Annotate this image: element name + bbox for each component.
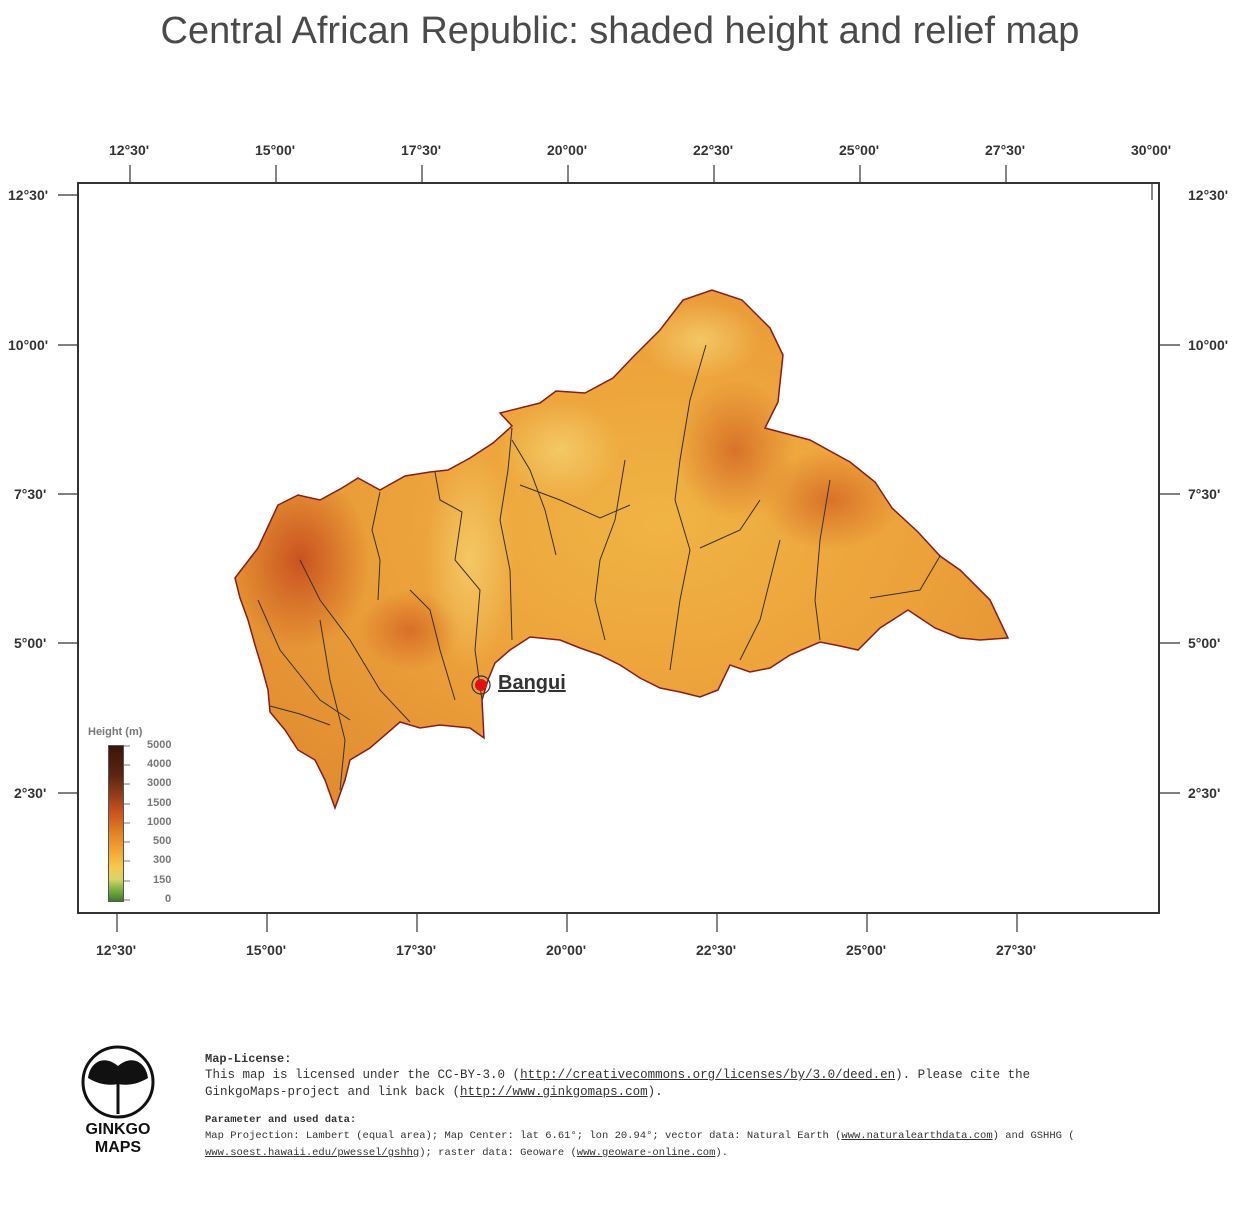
river xyxy=(699,499,761,549)
logo-text-line1: GINKGO xyxy=(85,1121,151,1138)
river xyxy=(409,589,456,701)
legend-label: 3000 xyxy=(147,777,172,789)
license-line-1: This map is licensed under the CC-BY-3.0… xyxy=(205,1068,1031,1082)
river xyxy=(299,559,411,723)
rivers xyxy=(257,344,941,791)
river xyxy=(511,439,557,556)
ginkgo-leaf-icon xyxy=(81,1045,155,1119)
country-border xyxy=(234,289,1010,811)
bottom-tick-label: 12°30' xyxy=(96,942,137,958)
axis-ticks xyxy=(58,165,1180,932)
top-tick-label: 30°00' xyxy=(1131,142,1172,158)
right-tick-label: 7°30' xyxy=(1188,486,1221,502)
legend-label: 5000 xyxy=(147,739,172,751)
river xyxy=(814,479,831,641)
top-tick-label: 12°30' xyxy=(109,142,150,158)
legend-title: Height (m) xyxy=(88,726,143,738)
top-tick-label: 25°00' xyxy=(839,142,880,158)
bottom-tick-label: 20°00' xyxy=(546,942,587,958)
top-tick-label: 15°00' xyxy=(255,142,296,158)
river xyxy=(869,555,941,599)
params-line-1: Map Projection: Lambert (equal area); Ma… xyxy=(205,1130,1075,1142)
river xyxy=(257,599,351,721)
legend-label: 1000 xyxy=(147,816,172,828)
map-title: Central African Republic: shaded height … xyxy=(160,10,1080,52)
bottom-tick-label: 25°00' xyxy=(846,942,887,958)
left-tick-label: 5°00' xyxy=(14,635,47,651)
river xyxy=(519,484,631,519)
license-line-2: GinkgoMaps-project and link back (http:/… xyxy=(205,1085,663,1099)
license-link[interactable]: http://creativecommons.org/licenses/by/3… xyxy=(520,1068,896,1082)
bottom-tick-label: 15°00' xyxy=(246,942,287,958)
river xyxy=(269,705,331,726)
river xyxy=(371,491,381,601)
legend-label: 150 xyxy=(153,874,172,886)
left-tick-label: 7°30' xyxy=(14,486,47,502)
river xyxy=(669,344,707,671)
right-tick-label: 12°30' xyxy=(1188,187,1229,203)
country-shape xyxy=(235,290,1008,808)
legend-label: 1500 xyxy=(147,797,172,809)
bottom-tick-label: 17°30' xyxy=(396,942,437,958)
left-tick-label: 10°00' xyxy=(8,337,49,353)
river xyxy=(319,619,346,791)
top-tick-label: 20°00' xyxy=(547,142,588,158)
legend-label: 0 xyxy=(165,893,172,905)
legend-ticks xyxy=(123,745,130,901)
river xyxy=(434,471,483,701)
relief-shading xyxy=(235,300,900,670)
params-line-2: www.soest.hawaii.edu/pwessel/gshhg); ras… xyxy=(205,1147,729,1159)
city-marker-bangui[interactable] xyxy=(471,675,491,695)
ginkgomaps-link[interactable]: http://www.ginkgomaps.com xyxy=(460,1085,648,1099)
naturalearth-link[interactable]: www.naturalearthdata.com xyxy=(841,1130,993,1142)
top-tick-label: 22°30' xyxy=(693,142,734,158)
license-heading: Map-License: xyxy=(205,1052,292,1066)
bottom-tick-label: 22°30' xyxy=(696,942,737,958)
gshhg-link[interactable]: www.soest.hawaii.edu/pwessel/gshhg xyxy=(205,1147,420,1159)
legend-label: 500 xyxy=(153,835,172,847)
top-tick-label: 27°30' xyxy=(985,142,1026,158)
left-tick-label: 2°30' xyxy=(14,785,47,801)
right-tick-label: 2°30' xyxy=(1188,785,1221,801)
legend-color-bar xyxy=(108,745,124,902)
right-tick-label: 10°00' xyxy=(1188,337,1229,353)
river xyxy=(594,459,626,641)
params-heading: Parameter and used data: xyxy=(205,1114,357,1126)
logo-text-line2: MAPS xyxy=(94,1139,142,1156)
legend-label: 4000 xyxy=(147,758,172,770)
left-tick-label: 12°30' xyxy=(8,187,49,203)
river xyxy=(499,427,513,641)
legend-label: 300 xyxy=(153,854,172,866)
top-tick-label: 17°30' xyxy=(401,142,442,158)
city-label-bangui[interactable]: Bangui xyxy=(498,672,566,694)
bottom-tick-label: 27°30' xyxy=(996,942,1037,958)
geoware-link[interactable]: www.geoware-online.com xyxy=(576,1147,716,1159)
river xyxy=(739,539,781,661)
right-tick-label: 5°00' xyxy=(1188,635,1221,651)
